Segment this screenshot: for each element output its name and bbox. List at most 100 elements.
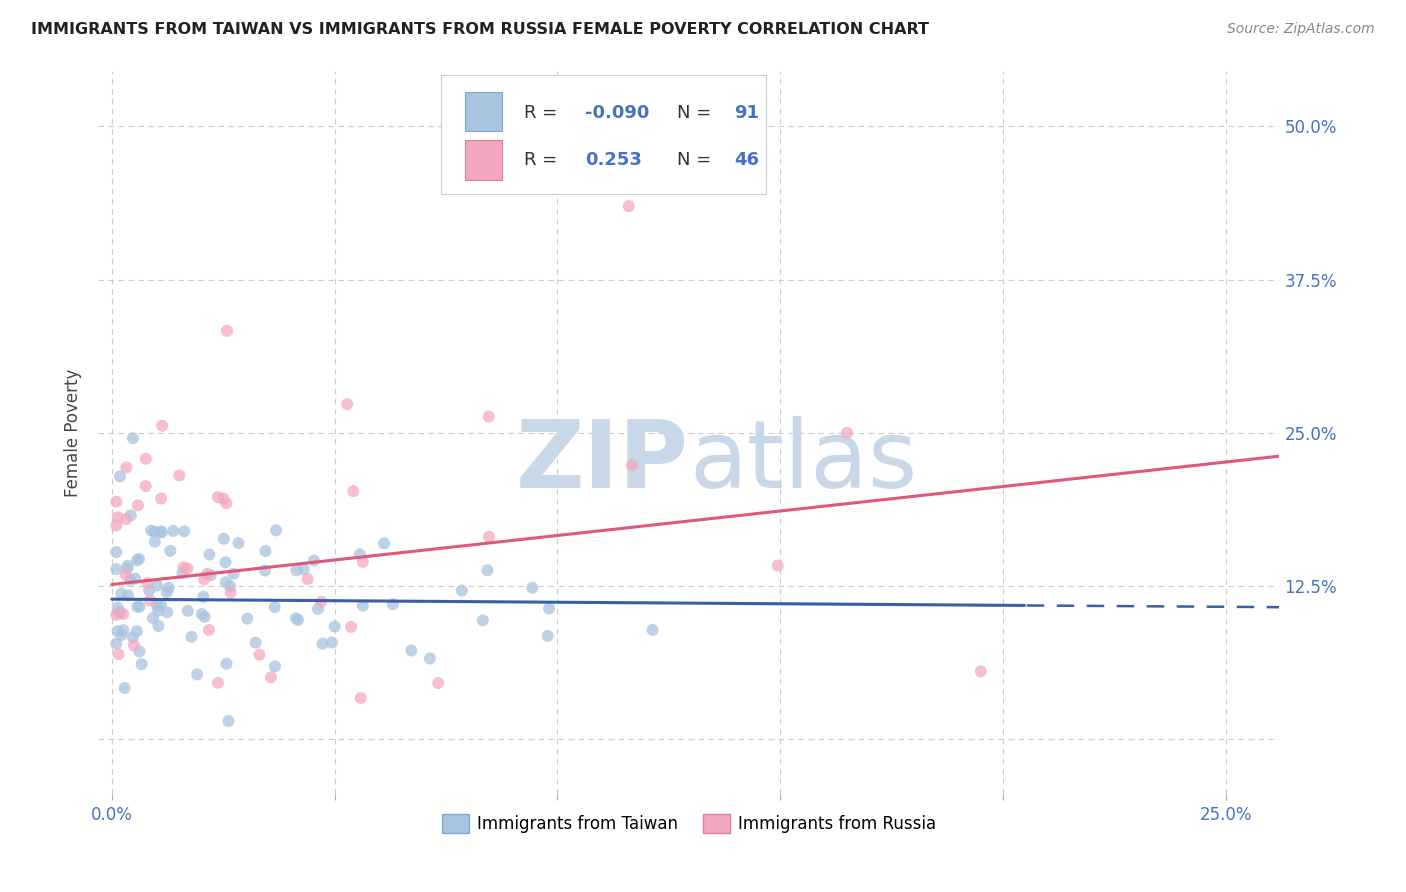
Point	[352, 555, 374, 569]
Text: N =: N =	[678, 103, 711, 121]
Point	[146, 599, 169, 613]
Point	[260, 670, 283, 684]
Point	[249, 648, 271, 662]
Point	[135, 479, 157, 493]
Point	[146, 578, 169, 592]
Point	[105, 518, 128, 533]
Point	[112, 623, 135, 637]
Point	[149, 598, 172, 612]
Point	[471, 614, 494, 628]
Point	[110, 628, 132, 642]
Point	[115, 512, 138, 526]
Point	[215, 496, 238, 510]
Point	[148, 603, 170, 617]
Point	[207, 490, 229, 504]
Point	[191, 607, 214, 621]
Point	[323, 619, 346, 633]
Text: 46: 46	[734, 152, 759, 169]
Point	[143, 534, 166, 549]
Point	[128, 599, 150, 614]
Point	[198, 548, 221, 562]
Point	[236, 612, 259, 626]
Point	[450, 583, 472, 598]
Point	[136, 576, 159, 591]
Point	[138, 583, 160, 598]
Text: 0.253: 0.253	[585, 152, 643, 169]
Point	[107, 510, 129, 524]
Point	[107, 647, 129, 661]
Point	[193, 590, 215, 604]
Point	[285, 563, 308, 577]
Point	[157, 581, 180, 595]
Point	[478, 409, 501, 424]
Point	[617, 199, 640, 213]
Text: -0.090: -0.090	[585, 103, 650, 121]
Point	[212, 532, 235, 546]
Point	[125, 553, 148, 567]
Point	[107, 600, 129, 615]
Point	[186, 667, 208, 681]
Point	[159, 544, 181, 558]
Point	[135, 451, 157, 466]
Point	[342, 484, 364, 499]
Point	[307, 602, 329, 616]
Point	[173, 560, 195, 574]
FancyBboxPatch shape	[464, 92, 502, 131]
Text: N =: N =	[678, 152, 711, 169]
Point	[193, 573, 215, 587]
Point	[139, 593, 162, 607]
Point	[131, 657, 153, 672]
Point	[245, 635, 267, 649]
Point	[284, 611, 307, 625]
Point	[105, 494, 128, 508]
Point	[162, 524, 184, 538]
Text: atlas: atlas	[689, 416, 917, 508]
Point	[125, 624, 148, 639]
Point	[127, 499, 149, 513]
Point	[117, 588, 139, 602]
Point	[253, 564, 276, 578]
Point	[215, 575, 238, 590]
Point	[537, 601, 560, 615]
Point	[214, 555, 236, 569]
Point	[340, 620, 363, 634]
Point	[110, 587, 132, 601]
Point	[215, 324, 238, 338]
Point	[218, 714, 240, 728]
Point	[105, 562, 128, 576]
Point	[219, 585, 242, 599]
Point	[321, 635, 343, 649]
Point	[150, 525, 173, 540]
Point	[115, 561, 138, 575]
Point	[150, 491, 173, 506]
Point	[150, 418, 173, 433]
Point	[120, 573, 142, 587]
Legend: Immigrants from Taiwan, Immigrants from Russia: Immigrants from Taiwan, Immigrants from …	[436, 807, 942, 839]
Text: Source: ZipAtlas.com: Source: ZipAtlas.com	[1227, 22, 1375, 37]
Point	[264, 659, 287, 673]
Point	[352, 599, 374, 613]
Point	[336, 397, 359, 411]
Point	[194, 610, 217, 624]
Point	[264, 524, 287, 538]
Point	[108, 469, 131, 483]
Point	[105, 545, 128, 559]
Point	[207, 676, 229, 690]
Point	[112, 607, 135, 621]
Point	[128, 644, 150, 658]
Point	[169, 468, 191, 483]
Point	[156, 605, 179, 619]
Point	[117, 558, 139, 573]
Point	[124, 572, 146, 586]
Point	[198, 623, 221, 637]
Point	[215, 657, 238, 671]
Point	[108, 606, 131, 620]
Point	[222, 566, 245, 581]
Point	[122, 639, 145, 653]
Point	[141, 524, 163, 538]
Point	[621, 458, 644, 473]
Point	[148, 619, 170, 633]
Point	[478, 530, 501, 544]
Point	[128, 552, 150, 566]
Point	[350, 691, 373, 706]
